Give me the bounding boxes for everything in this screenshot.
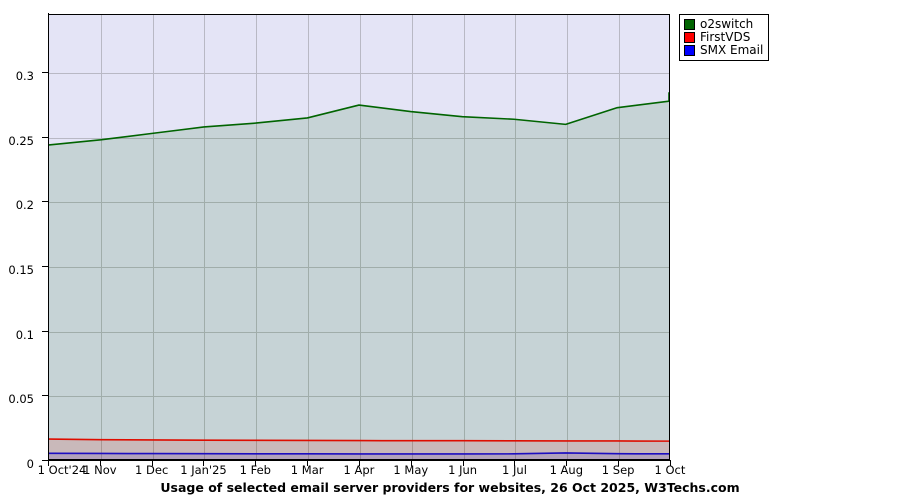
y-tick-label-text: 0.15: [8, 263, 34, 278]
grid-line-vertical: [412, 15, 413, 459]
grid-line-vertical: [153, 15, 154, 459]
x-tick-label: 1 Jun: [448, 463, 478, 477]
x-tick-mark: [463, 461, 464, 466]
x-tick-label: 1 Oct: [654, 463, 686, 477]
series-area-firstvds: [49, 439, 669, 459]
x-tick-mark: [48, 461, 49, 466]
legend-label-text: FirstVDS: [700, 30, 751, 44]
x-tick-label: 1 Dec: [135, 463, 169, 477]
y-tick-mark: [42, 460, 49, 461]
legend-swatch-o2switch: [684, 19, 695, 30]
grid-line-vertical: [256, 15, 257, 459]
grid-line-vertical: [360, 15, 361, 459]
x-tick-mark: [100, 461, 101, 466]
y-tick-mark: [42, 331, 49, 332]
y-tick-label-text: 0.1: [15, 327, 34, 342]
y-tick-mark: [42, 201, 49, 202]
chart-caption: Usage of selected email server providers…: [160, 480, 740, 495]
x-tick-label: 1 Oct'24: [37, 463, 87, 477]
series-area-o2switch: [49, 92, 669, 459]
x-tick-mark: [359, 461, 360, 466]
y-tick-label-text: 0.3: [15, 69, 34, 84]
legend-item-o2switch[interactable]: o2switch: [684, 18, 763, 31]
x-tick-label: 1 Jul: [502, 463, 527, 477]
grid-line-vertical: [101, 15, 102, 459]
x-axis-line: [47, 460, 671, 461]
x-tick-mark: [307, 461, 308, 466]
y-tick-mark: [42, 266, 49, 267]
grid-line-vertical: [308, 15, 309, 459]
x-tick-mark: [566, 461, 567, 466]
grid-line-horizontal: [49, 202, 669, 203]
series-line-o2switch: [49, 92, 669, 146]
grid-line-horizontal: [49, 138, 669, 139]
series-line-smx-email: [49, 452, 669, 455]
chart-legend: o2switch FirstVDS SMX Email: [679, 14, 770, 61]
legend-swatch-smx-email: [684, 45, 695, 56]
y-tick-label-text: 0.2: [15, 198, 34, 213]
legend-item-firstvds[interactable]: FirstVDS: [684, 31, 763, 44]
grid-line-horizontal: [49, 396, 669, 397]
y-tick-mark: [42, 137, 49, 138]
x-tick-mark: [255, 461, 256, 466]
legend-label-text: o2switch: [700, 17, 754, 31]
legend-label-text: SMX Email: [700, 43, 764, 57]
series-line-firstvds: [49, 438, 669, 442]
grid-line-horizontal: [49, 332, 669, 333]
x-tick-label: 1 Jan'25: [180, 463, 227, 477]
x-tick-mark: [203, 461, 204, 466]
x-tick-label: 1 Nov: [83, 463, 117, 477]
x-tick-label: 1 May: [393, 463, 429, 477]
y-tick-label-text: 0.05: [8, 392, 34, 407]
x-tick-label: 1 Feb: [239, 463, 271, 477]
plot-area: [48, 14, 670, 460]
grid-line-horizontal: [49, 73, 669, 74]
x-tick-mark: [514, 461, 515, 466]
x-tick-label: 1 Apr: [343, 463, 375, 477]
x-tick-label: 1 Aug: [549, 463, 584, 477]
grid-line-vertical: [204, 15, 205, 459]
grid-line-vertical: [515, 15, 516, 459]
grid-line-horizontal: [49, 267, 669, 268]
legend-item-smx-email[interactable]: SMX Email: [684, 44, 763, 57]
y-tick-mark: [42, 395, 49, 396]
grid-line-vertical: [464, 15, 465, 459]
grid-line-vertical: [619, 15, 620, 459]
x-tick-mark: [670, 461, 671, 466]
y-axis-line: [48, 13, 49, 461]
y-tick-mark: [42, 72, 49, 73]
x-tick-mark: [618, 461, 619, 466]
x-tick-label: 1 Sep: [601, 463, 635, 477]
y-tick-label-text: 0: [26, 457, 34, 471]
legend-swatch-firstvds: [684, 32, 695, 43]
series-layer: [49, 92, 669, 459]
x-tick-mark: [152, 461, 153, 466]
y-tick-label-text: 0.25: [8, 133, 34, 148]
grid-line-vertical: [567, 15, 568, 459]
x-tick-mark: [411, 461, 412, 466]
x-tick-label: 1 Mar: [290, 463, 324, 477]
